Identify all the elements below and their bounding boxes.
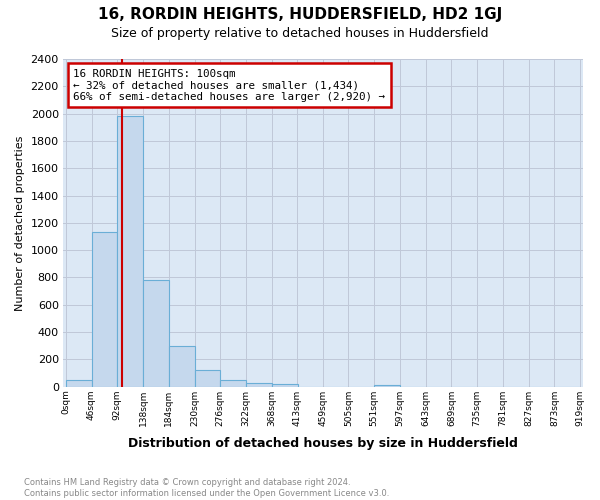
Y-axis label: Number of detached properties: Number of detached properties [15,135,25,310]
Bar [117,116,143,386]
Text: Contains HM Land Registry data © Crown copyright and database right 2024.
Contai: Contains HM Land Registry data © Crown c… [24,478,389,498]
Bar [143,280,169,386]
Text: 16, RORDIN HEIGHTS, HUDDERSFIELD, HD2 1GJ: 16, RORDIN HEIGHTS, HUDDERSFIELD, HD2 1G… [98,8,502,22]
Bar [66,380,92,386]
Bar [92,232,117,386]
Bar [374,384,400,386]
Text: 16 RORDIN HEIGHTS: 100sqm
← 32% of detached houses are smaller (1,434)
66% of se: 16 RORDIN HEIGHTS: 100sqm ← 32% of detac… [73,69,385,102]
Bar [194,370,220,386]
X-axis label: Distribution of detached houses by size in Huddersfield: Distribution of detached houses by size … [128,437,518,450]
Bar [272,384,298,386]
Text: Size of property relative to detached houses in Huddersfield: Size of property relative to detached ho… [111,28,489,40]
Bar [220,380,246,386]
Bar [246,382,272,386]
Bar [169,346,194,387]
